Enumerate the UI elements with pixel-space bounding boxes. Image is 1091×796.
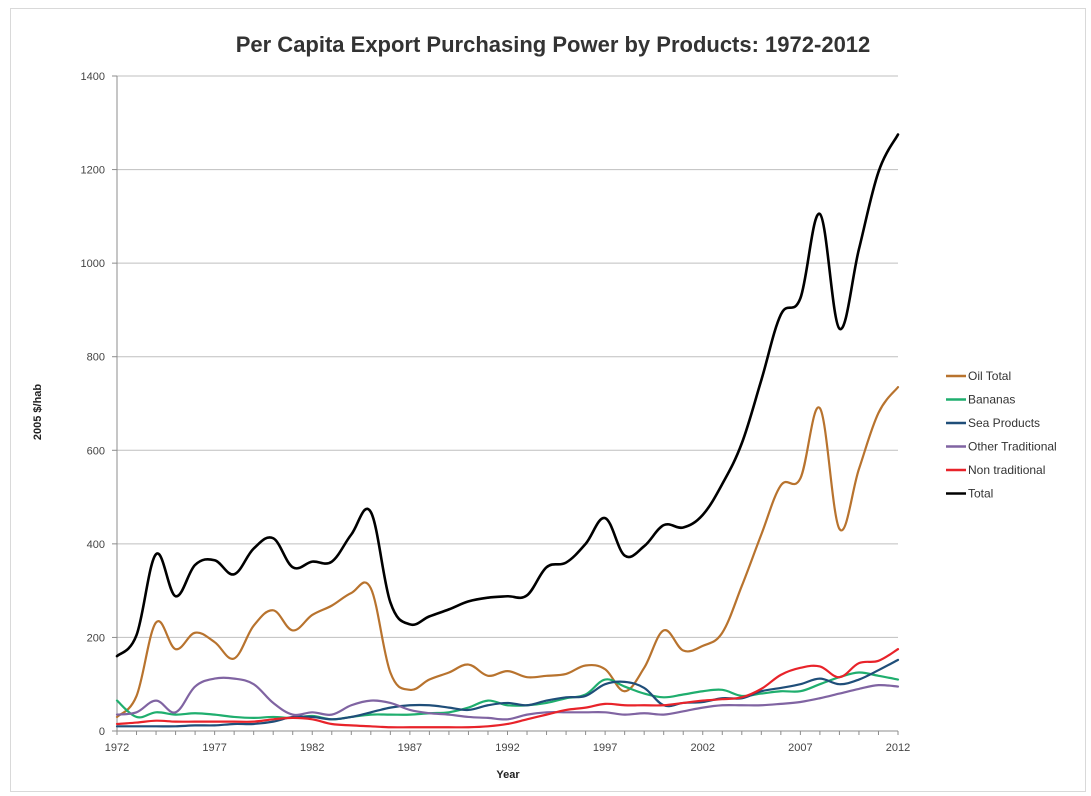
legend-label-non-traditional: Non traditional (968, 463, 1045, 477)
x-axis-label: Year (496, 769, 520, 781)
series-line-sea-products (115, 658, 900, 728)
x-tick-label: 2002 (691, 742, 715, 754)
series-line-oil-total (115, 386, 900, 719)
y-tick-label: 800 (87, 352, 105, 364)
y-tick-label: 600 (87, 445, 105, 457)
series-lines (115, 133, 900, 729)
x-tick-label: 1997 (593, 742, 617, 754)
legend-label-other-traditional: Other Traditional (968, 440, 1057, 454)
legend-label-sea-products: Sea Products (968, 416, 1040, 430)
x-tick-label: 2007 (788, 742, 812, 754)
y-tick-label: 1400 (81, 71, 105, 83)
series-line-total (115, 133, 900, 658)
axes: 0 200 400 600 800 1000 1200 1400 1972 1977 1982 198… (81, 71, 911, 754)
y-tick-label: 1000 (81, 258, 105, 270)
y-tick-label: 200 (87, 632, 105, 644)
series-line-non-traditional (115, 648, 900, 729)
x-tick-label: 1972 (105, 742, 129, 754)
chart-title: Per Capita Export Purchasing Power by Pr… (236, 32, 871, 57)
legend-label-total: Total (968, 487, 993, 501)
y-tick-label: 400 (87, 539, 105, 551)
x-tick-label: 1987 (398, 742, 422, 754)
series-line-bananas (115, 671, 900, 721)
series-line-other-traditional (115, 676, 900, 721)
x-tick-label: 1992 (495, 742, 519, 754)
x-tick-label: 1977 (202, 742, 226, 754)
x-tick-label: 2012 (886, 742, 910, 754)
y-tick-label: 1200 (81, 165, 105, 177)
y-tick-label: 0 (99, 726, 105, 738)
legend-label-oil-total: Oil Total (968, 369, 1011, 383)
chart-frame (10, 8, 1086, 792)
y-axis-label: 2005 $/hab (32, 384, 44, 441)
legend-label-bananas: Bananas (968, 393, 1015, 407)
legend: Oil Total Bananas Sea Products Other Tradit… (946, 369, 1057, 501)
grid-lines (117, 75, 898, 638)
x-tick-label: 1982 (300, 742, 324, 754)
